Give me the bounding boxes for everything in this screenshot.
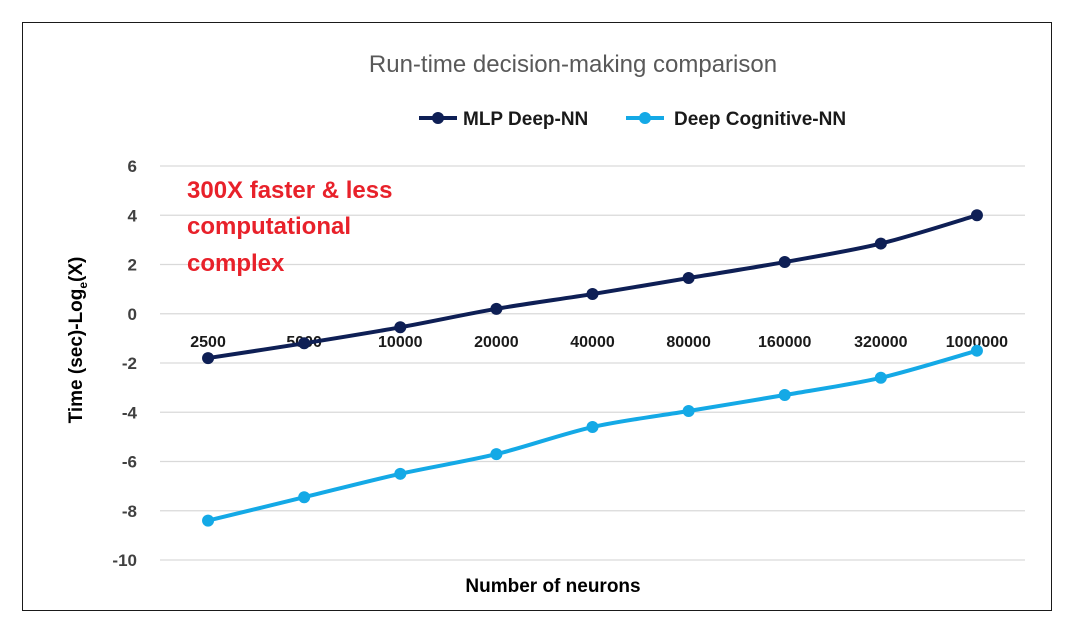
y-tick-label: 2 — [128, 256, 137, 275]
legend-label-mlp: MLP Deep-NN — [463, 109, 588, 130]
annotation-line-2: computational — [187, 213, 351, 240]
y-axis-label-sub: e — [76, 282, 90, 289]
data-point-cognitive — [970, 344, 983, 357]
data-point-cognitive — [490, 448, 503, 461]
annotation-line-1: 300X faster & less — [187, 177, 392, 204]
legend: MLP Deep-NN Deep Cognitive-NN — [419, 109, 846, 130]
data-point-mlp — [970, 209, 983, 222]
x-tick-label: 10000 — [378, 334, 423, 351]
data-point-cognitive — [778, 389, 791, 402]
gridlines — [160, 165, 1025, 561]
x-tick-label: 1000000 — [946, 334, 1008, 351]
x-axis-label: Number of neurons — [465, 576, 640, 597]
y-tick-label: -4 — [122, 403, 138, 422]
data-point-cognitive — [202, 514, 215, 527]
data-point-cognitive — [298, 491, 311, 504]
y-tick-label: 6 — [128, 157, 137, 176]
y-axis-label: Time (sec)-Loge(X) — [66, 257, 90, 424]
x-tick-label: 80000 — [666, 334, 711, 351]
data-point-cognitive — [874, 371, 887, 384]
series-layer — [202, 209, 983, 527]
legend-marker-cognitive — [639, 112, 651, 124]
y-axis-label-main: Time (sec)-Log — [66, 289, 87, 424]
data-point-mlp — [202, 352, 215, 365]
y-tick-label: -10 — [112, 551, 137, 570]
chart-frame — [22, 22, 1052, 611]
y-tick-label: 0 — [128, 305, 137, 324]
data-point-mlp — [682, 272, 695, 285]
data-point-mlp — [298, 337, 311, 350]
x-tick-label: 320000 — [854, 334, 907, 351]
x-tick-label: 2500 — [190, 334, 226, 351]
y-tick-label: -2 — [122, 354, 137, 373]
legend-marker-mlp — [432, 112, 444, 124]
y-tick-label: 4 — [128, 206, 138, 225]
legend-label-cognitive: Deep Cognitive-NN — [674, 109, 846, 130]
data-point-cognitive — [586, 421, 599, 434]
y-axis-ticks: -10 -8 -6 -4 -2 0 2 4 6 — [112, 157, 137, 570]
x-tick-label: 20000 — [474, 334, 519, 351]
x-tick-label: 40000 — [570, 334, 615, 351]
data-point-cognitive — [682, 405, 695, 418]
data-point-mlp — [490, 302, 503, 315]
data-point-mlp — [778, 256, 791, 269]
y-tick-label: -6 — [122, 453, 137, 472]
annotation: 300X faster & less computational complex — [187, 177, 392, 277]
data-point-mlp — [874, 237, 887, 250]
data-point-cognitive — [394, 467, 407, 480]
y-axis-label-tail: (X) — [66, 257, 87, 282]
y-tick-label: -8 — [122, 502, 137, 521]
series-line-cognitive — [207, 348, 978, 523]
data-point-mlp — [586, 288, 599, 301]
x-axis-ticks: 2500500010000200004000080000160000320000… — [190, 334, 1008, 351]
chart-title: Run-time decision-making comparison — [369, 51, 777, 78]
x-tick-label: 160000 — [758, 334, 811, 351]
data-point-mlp — [394, 321, 407, 334]
annotation-line-3: complex — [187, 250, 285, 277]
